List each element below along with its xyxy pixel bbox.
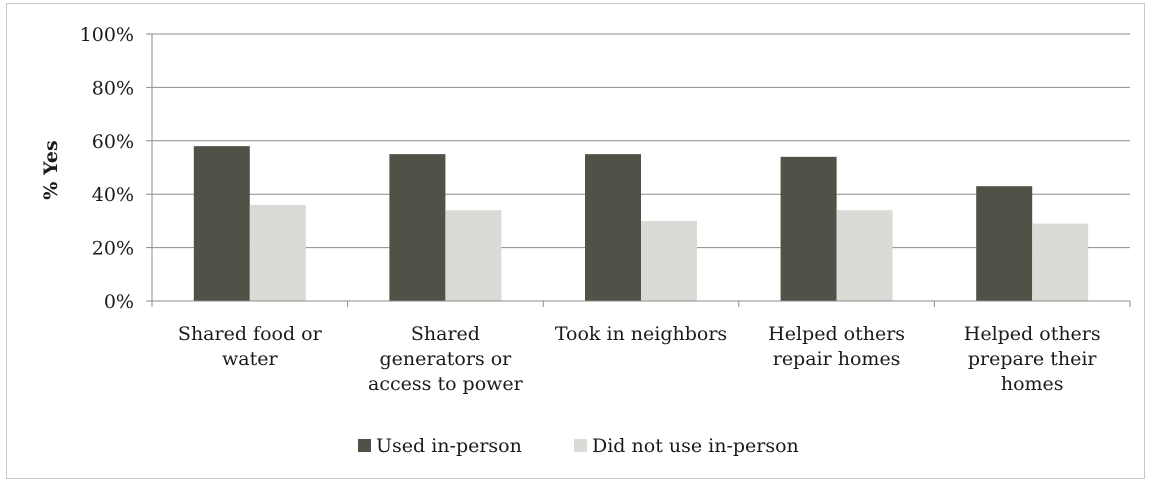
bar-did-not-use-in-person xyxy=(641,220,697,301)
legend-item-used-in-person: Used in-person xyxy=(376,435,522,457)
x-category-label: Shared generators or access to power xyxy=(368,323,524,395)
x-category-label: Took in neighbors xyxy=(555,323,727,345)
bar-used-in-person xyxy=(389,154,446,301)
bar-did-not-use-in-person xyxy=(445,210,502,301)
legend: Used in-person Did not use in-person xyxy=(358,435,799,457)
category-labels: Shared food or water Shared generators or ac… xyxy=(178,323,1101,395)
axes xyxy=(151,34,1131,307)
legend-swatch xyxy=(574,439,587,452)
x-category-label: Helped others prepare their homes xyxy=(964,323,1101,395)
y-tick-label: 40% xyxy=(92,184,134,206)
bar-used-in-person xyxy=(193,146,250,301)
legend-item-did-not-use-in-person: Did not use in-person xyxy=(592,435,799,457)
bar-did-not-use-in-person xyxy=(836,210,893,301)
bar-used-in-person xyxy=(585,154,641,301)
bar-did-not-use-in-person xyxy=(1032,223,1089,301)
y-axis-ticks: 0% 20% 40% 60% 80% 100% xyxy=(80,24,152,313)
x-category-label: Shared food or water xyxy=(178,323,323,370)
y-axis-label: % Yes xyxy=(40,140,62,199)
y-tick-label: 20% xyxy=(92,238,134,260)
bar-used-in-person xyxy=(780,156,837,301)
y-tick-label: 0% xyxy=(104,291,134,313)
bar-used-in-person xyxy=(976,186,1033,301)
y-tick-label: 80% xyxy=(92,77,134,99)
x-category-label: Helped others repair homes xyxy=(768,323,905,370)
bar-did-not-use-in-person xyxy=(249,204,306,301)
y-tick-label: 60% xyxy=(92,131,134,153)
y-tick-label: 100% xyxy=(80,24,134,46)
bars xyxy=(193,146,1089,301)
legend-swatch xyxy=(358,439,371,452)
